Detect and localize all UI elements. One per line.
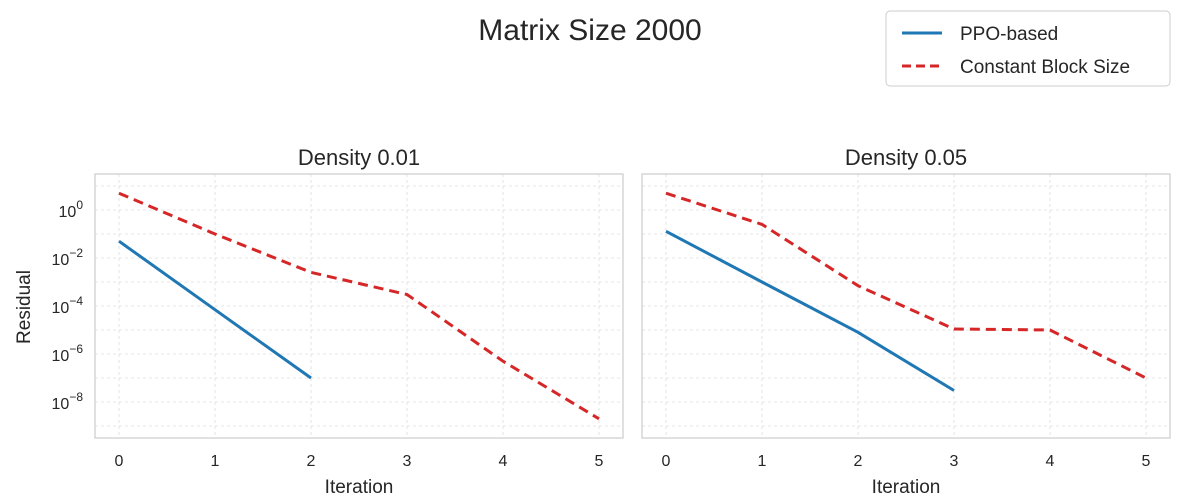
y-tick-label: 10−6 xyxy=(52,342,84,365)
legend: PPO-based Constant Block Size xyxy=(885,10,1171,87)
x-tick-label: 3 xyxy=(403,453,412,470)
legend-label-constant: Constant Block Size xyxy=(960,57,1130,78)
y-tick-label: 10−8 xyxy=(52,390,84,413)
x-tick-label: 4 xyxy=(499,453,508,470)
series-line-constant-block-size xyxy=(665,191,1147,380)
subplot-title: Density 0.05 xyxy=(845,145,967,170)
plot-frame xyxy=(641,173,1171,439)
y-axis-label: Residual xyxy=(14,270,35,344)
x-tick-label: 1 xyxy=(211,453,220,470)
plot-frame xyxy=(94,173,624,439)
series-line-ppo-based xyxy=(665,229,955,392)
x-tick-label: 0 xyxy=(115,453,124,470)
x-tick-label: 3 xyxy=(950,453,959,470)
x-axis-label: Iteration xyxy=(872,477,941,498)
x-tick-label: 2 xyxy=(307,453,316,470)
x-tick-label: 1 xyxy=(758,453,767,470)
legend-label-ppo: PPO-based xyxy=(960,24,1058,45)
x-tick-label: 5 xyxy=(1142,453,1151,470)
subplot-density-001: 0 1 2 3 4 5 100 10−2 10−4 10−6 10−8 Density 0.01 Ite… xyxy=(52,145,624,498)
x-axis-label: Iteration xyxy=(325,477,394,498)
series-line-constant-block-size xyxy=(118,191,600,421)
x-tick-label: 0 xyxy=(662,453,671,470)
series-line-ppo-based xyxy=(118,239,312,380)
figure-title: Matrix Size 2000 xyxy=(478,14,701,47)
x-tick-label: 5 xyxy=(595,453,604,470)
y-tick-label: 100 xyxy=(59,198,84,221)
legend-frame xyxy=(885,10,1171,87)
y-tick-label: 10−2 xyxy=(52,246,84,269)
x-tick-label: 2 xyxy=(854,453,863,470)
subplot-title: Density 0.01 xyxy=(298,145,420,170)
subplot-density-005: 0 1 2 3 4 5 Density 0.05 Iteration xyxy=(641,145,1171,498)
x-tick-label: 4 xyxy=(1046,453,1055,470)
y-tick-label: 10−4 xyxy=(52,294,84,317)
